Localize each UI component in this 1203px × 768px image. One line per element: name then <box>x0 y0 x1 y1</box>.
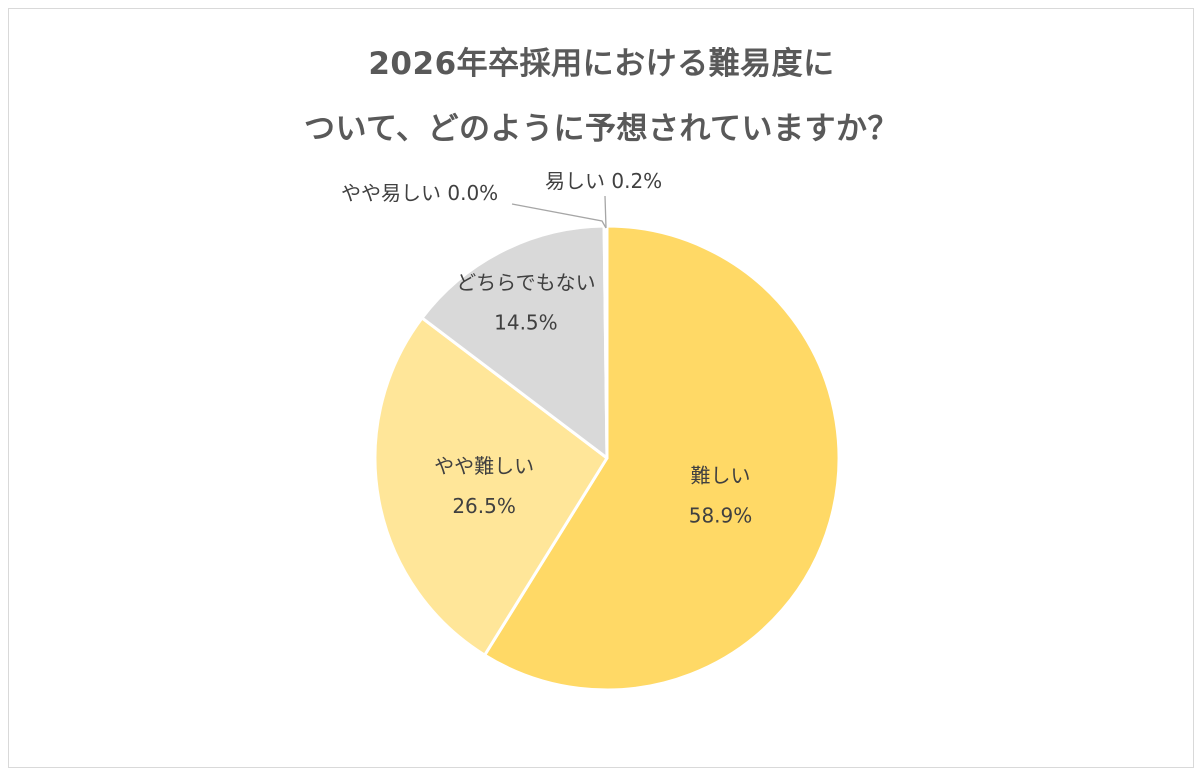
slice-label-somewhat-easy: やや易しい 0.0% <box>341 181 498 205</box>
leader-line-somewhat-easy <box>511 203 607 229</box>
slice-label-neither: どちらでもない <box>456 270 595 294</box>
slice-label-somewhat-difficult: やや難しい <box>434 454 534 478</box>
pie-slice-difficult <box>483 224 841 692</box>
slice-value-neither: 14.5% <box>494 310 558 334</box>
pie-slice-somewhat-difficult <box>373 316 609 657</box>
slice-label-easy: 易しい 0.2% <box>545 169 662 193</box>
chart-title-line-1: 2026年卒採用における難易度に <box>368 46 835 82</box>
leader-line-easy <box>604 195 607 229</box>
pie-chart: 難しい 58.9% やや難しい 26.5% どちらでもない 14.5% やや易しい 0.0%… <box>341 169 841 692</box>
pie-slice-neither <box>420 224 609 460</box>
slice-value-difficult: 58.9% <box>689 503 753 527</box>
slice-value-somewhat-difficult: 26.5% <box>452 494 516 518</box>
chart-title-line-2: ついて、どのように予想されていますか？ <box>303 111 900 147</box>
slice-label-difficult: 難しい <box>691 463 751 487</box>
